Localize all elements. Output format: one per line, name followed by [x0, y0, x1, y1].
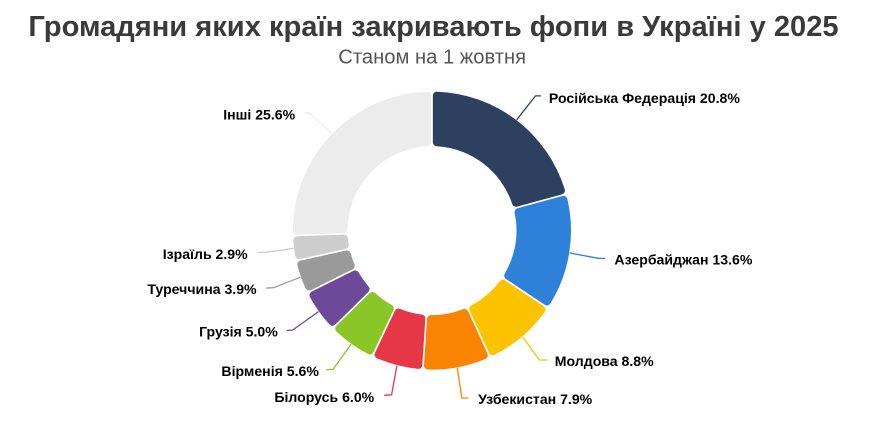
svg-text:Ізраїль 2.9%: Ізраїль 2.9%	[163, 246, 248, 262]
svg-text:Станом на 1 жовтня: Станом на 1 жовтня	[338, 47, 526, 69]
svg-text:Інші 25.6%: Інші 25.6%	[223, 106, 295, 122]
svg-text:Туреччина 3.9%: Туреччина 3.9%	[147, 281, 257, 297]
svg-text:Білорусь 6.0%: Білорусь 6.0%	[274, 389, 374, 405]
svg-text:Молдова 8.8%: Молдова 8.8%	[555, 353, 654, 369]
svg-text:Азербайджан 13.6%: Азербайджан 13.6%	[614, 252, 752, 268]
svg-text:Російська Федерація 20.8%: Російська Федерація 20.8%	[549, 90, 740, 106]
svg-text:Громадяни яких країн закривают: Громадяни яких країн закривають фопи в У…	[28, 11, 838, 43]
svg-text:Грузія 5.0%: Грузія 5.0%	[199, 323, 278, 339]
svg-text:Узбекистан 7.9%: Узбекистан 7.9%	[478, 391, 593, 407]
svg-text:Вірменія 5.6%: Вірменія 5.6%	[221, 363, 319, 379]
